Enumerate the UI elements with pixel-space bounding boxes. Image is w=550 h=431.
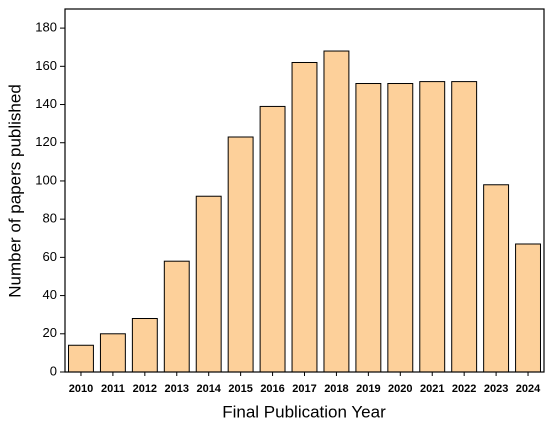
y-tick-label: 40: [43, 287, 57, 302]
y-axis-title: Number of papers published: [5, 84, 24, 298]
x-tick-label: 2014: [196, 383, 221, 395]
bar: [419, 81, 446, 373]
plot-frame: [64, 8, 545, 373]
x-tick-label: 2019: [356, 383, 380, 395]
x-tick-label: 2021: [420, 383, 444, 395]
x-tick-label: 2010: [69, 383, 93, 395]
y-tick-label: 80: [43, 211, 57, 226]
x-tick-label: 2020: [388, 383, 412, 395]
bar: [259, 105, 286, 373]
y-tick-label: 160: [35, 58, 57, 73]
bar: [291, 61, 318, 373]
y-tick-label: 100: [35, 172, 57, 187]
x-tick-label: 2024: [516, 383, 541, 395]
y-tick-label: 180: [35, 20, 57, 35]
x-tick-label: 2011: [101, 383, 125, 395]
x-tick-label: 2023: [484, 383, 508, 395]
x-tick-label: 2022: [452, 383, 476, 395]
bar: [323, 50, 350, 373]
bar: [515, 243, 541, 373]
bar: [387, 83, 414, 373]
y-tick-label: 140: [35, 96, 57, 111]
x-tick-label: 2016: [260, 383, 284, 395]
bar: [227, 136, 254, 373]
bar: [355, 83, 382, 373]
y-tick-label: 120: [35, 134, 57, 149]
bar: [131, 318, 158, 373]
x-tick-label: 2015: [228, 383, 252, 395]
x-tick-label: 2017: [292, 383, 316, 395]
x-tick-label: 2012: [133, 383, 157, 395]
bar: [483, 184, 510, 373]
x-tick-label: 2018: [324, 383, 348, 395]
y-tick-label: 60: [43, 249, 57, 264]
bar: [68, 344, 94, 373]
bar: [99, 333, 126, 373]
y-tick-label: 20: [43, 325, 57, 340]
x-tick-label: 2013: [165, 383, 189, 395]
bar: [195, 195, 222, 373]
bar: [451, 81, 478, 373]
bar: [163, 260, 190, 373]
y-tick-label: 0: [50, 363, 57, 378]
x-axis-title: Final Publication Year: [222, 402, 386, 421]
